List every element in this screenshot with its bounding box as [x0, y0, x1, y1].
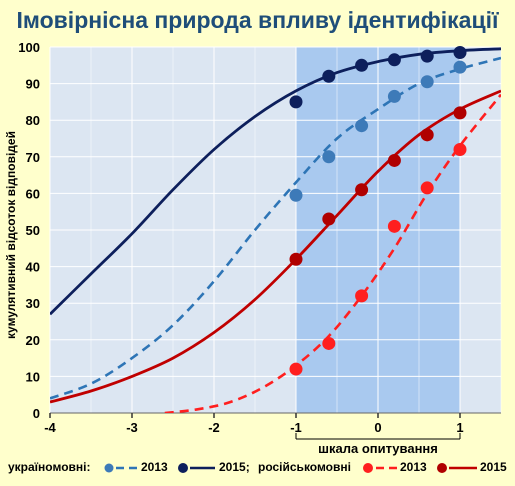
data-point-ukr_2015: [289, 95, 303, 109]
data-point-rus_2013: [322, 336, 336, 350]
data-point-rus_2015: [453, 106, 467, 120]
data-point-ukr_2013: [289, 188, 303, 202]
data-point-rus_2013: [420, 181, 434, 195]
chart-title: Імовірнісна природа впливу ідентифікації: [16, 6, 499, 33]
x-tick-label: -4: [44, 420, 56, 435]
y-axis-label: кумулятивний відсоток відповідей: [4, 131, 18, 339]
legend-markers: [104, 463, 477, 473]
y-tick-label: 80: [26, 113, 40, 128]
data-point-ukr_2015: [420, 49, 434, 63]
x-axis-label: шкала опитування: [318, 441, 438, 456]
legend-ukr-2015-label: 2015;: [219, 460, 250, 474]
y-tick-label: 30: [26, 296, 40, 311]
data-point-rus_2015: [355, 183, 369, 197]
data-point-rus_2015: [420, 128, 434, 142]
x-tick-label: 1: [456, 420, 463, 435]
y-tick-label: 70: [26, 150, 40, 165]
series-points: [289, 45, 467, 376]
y-tick-label: 20: [26, 333, 40, 348]
legend-ukr-2013-label: 2013: [141, 460, 168, 474]
data-point-rus_2013: [355, 289, 369, 303]
x-tick-label: -3: [126, 420, 138, 435]
legend-rus-2013-label: 2013: [400, 460, 427, 474]
data-point-rus_2013: [289, 362, 303, 376]
y-tick-label: 100: [18, 40, 40, 55]
y-tick-label: 10: [26, 369, 40, 384]
data-point-ukr_2013: [453, 60, 467, 74]
data-point-ukr_2015: [453, 45, 467, 59]
legend-rus-label: російськомовні: [258, 460, 351, 474]
grid-lines: [49, 46, 502, 414]
data-point-ukr_2015: [387, 53, 401, 67]
y-tick-label: 40: [26, 260, 40, 275]
data-point-rus_2015: [289, 252, 303, 266]
axes: [49, 412, 501, 440]
data-point-rus_2013: [387, 219, 401, 233]
legend-point-ukr_2013: [104, 463, 114, 473]
legend-point-rus_2013: [363, 463, 373, 473]
data-point-rus_2013: [453, 142, 467, 156]
legend: україномовні: 2013 2015; російськомовні …: [0, 457, 515, 479]
data-point-rus_2015: [387, 153, 401, 167]
x-tick-label: -1: [290, 420, 302, 435]
data-point-ukr_2013: [355, 119, 369, 133]
legend-point-rus_2015: [437, 463, 447, 473]
data-point-ukr_2015: [355, 58, 369, 72]
x-tick-label: 0: [374, 420, 381, 435]
y-tick-label: 60: [26, 186, 40, 201]
data-point-ukr_2013: [420, 75, 434, 89]
data-point-rus_2015: [322, 212, 336, 226]
axis-labels: шкала опитування кумулятивний відсоток ві…: [4, 131, 438, 456]
y-tick-label: 0: [33, 406, 40, 421]
y-tick-label: 90: [26, 77, 40, 92]
legend-ukr-label: україномовні:: [8, 460, 91, 474]
series-line-rus_2013: [164, 93, 501, 413]
data-point-ukr_2013: [322, 150, 336, 164]
tick-labels: 0 10 20 30 40 50 60 70 80 90 100 -4 -3 -2 -1 0 1: [18, 40, 463, 435]
y-tick-label: 50: [26, 223, 40, 238]
x-tick-label: -2: [208, 420, 220, 435]
legend-rus-2015-label: 2015: [480, 460, 507, 474]
legend-point-ukr_2015: [178, 463, 188, 473]
data-point-ukr_2015: [322, 69, 336, 83]
data-point-ukr_2013: [387, 89, 401, 103]
